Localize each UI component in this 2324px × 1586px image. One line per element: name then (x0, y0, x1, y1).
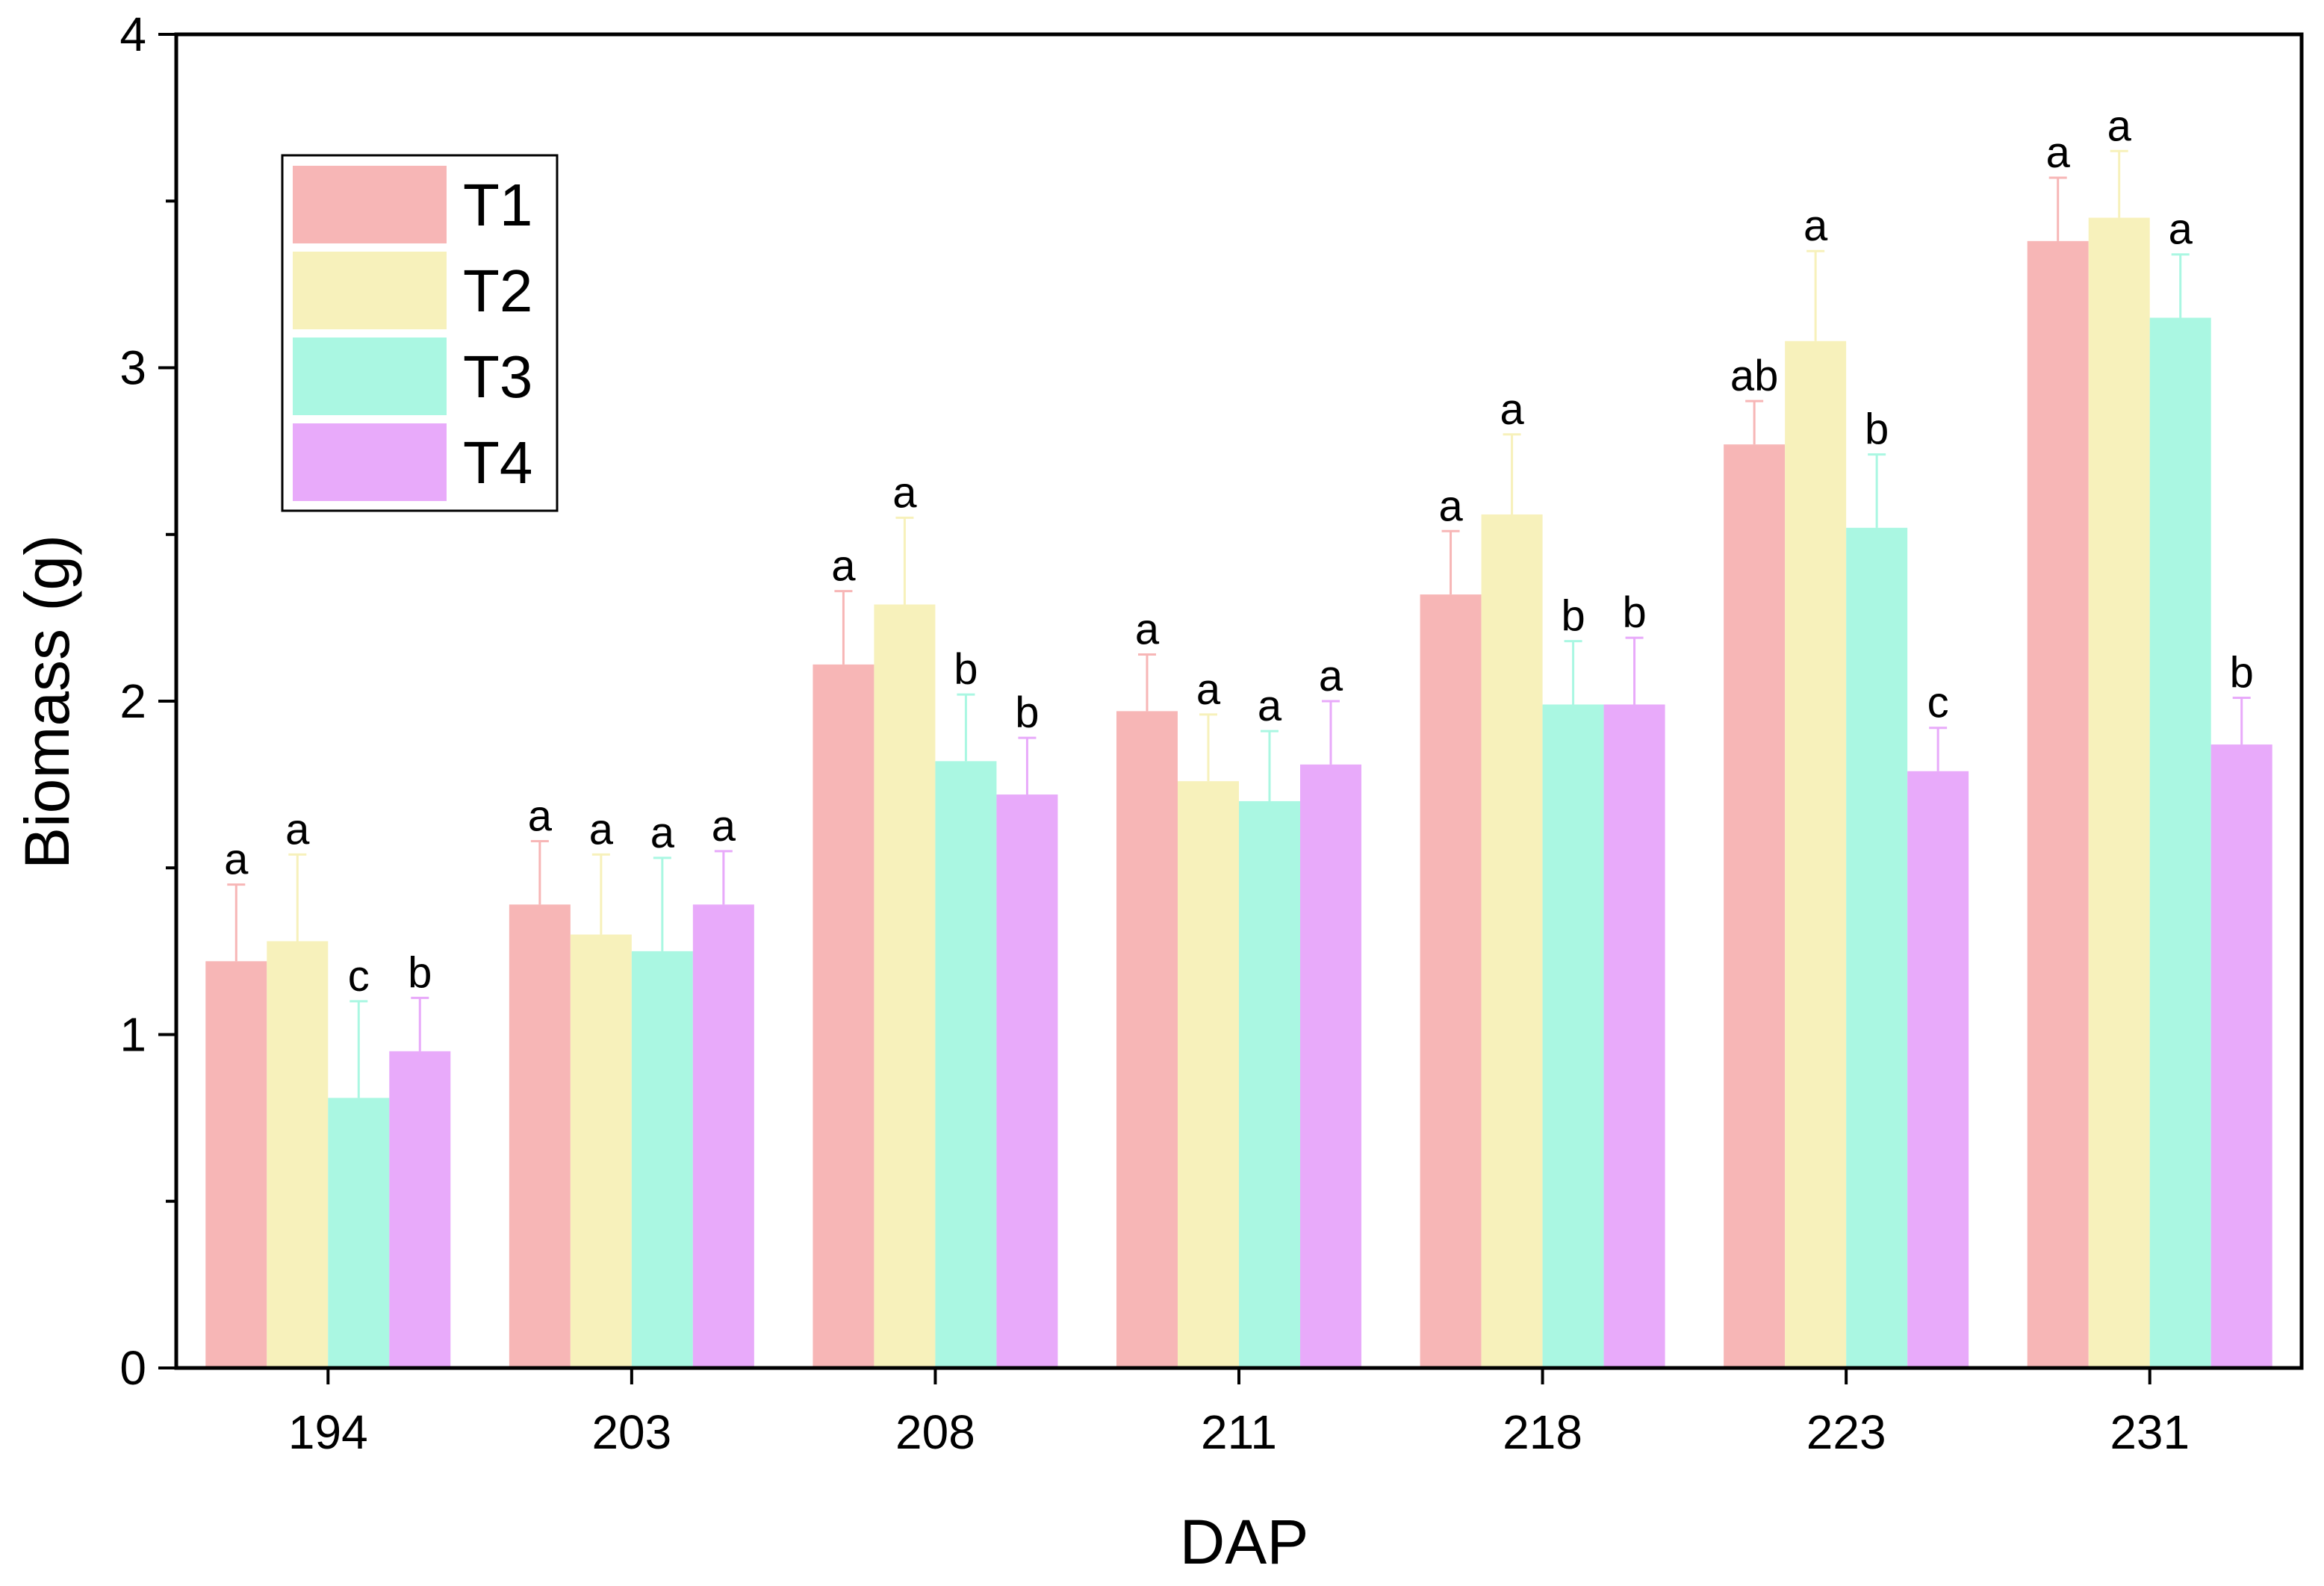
y-ticks-layer: 0 1 2 3 4 (119, 7, 176, 1395)
sig-letter-t4-208: b (1015, 688, 1039, 737)
legend-label-t3: T3 (463, 343, 532, 410)
bar-t3-208 (935, 761, 997, 1368)
sig-letter-t2-208: a (892, 468, 917, 517)
bar-t3-203 (631, 951, 693, 1368)
sig-letter-t3-231: a (2169, 205, 2193, 254)
bars-layer (205, 217, 2272, 1369)
bar-t4-208 (996, 794, 1058, 1368)
bar-t2-194 (267, 941, 329, 1368)
y-tick-label-2: 2 (119, 674, 146, 728)
x-ticks-layer: 194 203 208 211 218 223 231 (288, 1368, 2190, 1459)
bar-t1-194 (205, 961, 267, 1368)
x-tick-label-223: 223 (1806, 1405, 1886, 1459)
sig-letter-t4-223: c (1927, 679, 1949, 727)
bar-t1-203 (509, 904, 571, 1368)
x-tick-label-194: 194 (288, 1405, 368, 1459)
sig-letter-t3-211: a (1258, 682, 1282, 730)
bar-t3-211 (1239, 800, 1300, 1368)
sig-letter-t2-231: a (2107, 102, 2132, 150)
legend-swatch-t4 (293, 423, 447, 501)
x-tick-label-211: 211 (1201, 1405, 1277, 1459)
sig-letter-t3-194: c (348, 952, 370, 1001)
bar-t4-218 (1603, 704, 1665, 1368)
sig-letter-t2-211: a (1196, 665, 1221, 714)
bar-t4-223 (1907, 771, 1969, 1368)
legend-label-t4: T4 (463, 429, 532, 496)
x-tick-label-231: 231 (2110, 1405, 2190, 1459)
x-tick-label-203: 203 (591, 1405, 671, 1459)
bar-t1-208 (813, 664, 874, 1368)
error-bars-layer (227, 149, 2251, 1098)
legend-swatch-t3 (293, 338, 447, 415)
sig-letter-t2-194: a (285, 805, 310, 853)
bar-t2-223 (1785, 340, 1847, 1368)
bar-t2-218 (1481, 514, 1543, 1369)
bar-t2-203 (570, 934, 632, 1368)
legend-swatch-t2 (293, 252, 447, 329)
y-tick-label-1: 1 (119, 1008, 146, 1062)
bar-t4-203 (692, 904, 754, 1368)
y-tick-label-0: 0 (119, 1341, 146, 1395)
legend-label-t1: T1 (463, 172, 532, 238)
sig-letter-t4-211: a (1319, 652, 1343, 700)
sig-letter-t4-203: a (712, 802, 736, 850)
sig-letter-t1-223: ab (1730, 352, 1779, 400)
y-axis-title: Biomass (g) (12, 535, 82, 869)
bar-t2-211 (1178, 781, 1239, 1368)
x-tick-label-208: 208 (895, 1405, 975, 1459)
bar-t4-194 (389, 1051, 451, 1368)
bar-t1-211 (1116, 711, 1178, 1368)
sig-letter-t2-218: a (1500, 385, 1524, 434)
x-tick-label-218: 218 (1503, 1405, 1582, 1459)
sig-letter-t3-203: a (650, 809, 675, 857)
sig-letter-t1-208: a (831, 542, 856, 591)
legend: T1 T2 T3 T4 (281, 154, 559, 512)
bar-t1-223 (1724, 444, 1786, 1368)
sig-letter-t3-208: b (954, 645, 978, 694)
bar-t2-208 (874, 604, 936, 1368)
bar-t1-218 (1420, 594, 1482, 1368)
legend-label-t2: T2 (463, 258, 532, 324)
x-axis-title: DAP (1180, 1507, 1309, 1577)
sig-letter-t1-218: a (1438, 482, 1463, 530)
y-tick-label-4: 4 (119, 7, 146, 61)
sig-letter-t1-211: a (1135, 605, 1160, 653)
bar-t1-231 (2027, 240, 2089, 1369)
sig-letter-t4-218: b (1622, 588, 1646, 637)
bar-t2-231 (2088, 217, 2150, 1369)
sig-letter-t4-231: b (2230, 649, 2254, 697)
sig-letter-t2-203: a (589, 805, 614, 853)
sig-letter-t3-223: b (1865, 405, 1889, 454)
legend-swatch-t1 (293, 166, 447, 243)
y-tick-label-3: 3 (119, 341, 146, 395)
bar-t4-211 (1300, 764, 1361, 1368)
bar-t4-231 (2210, 744, 2272, 1368)
sig-letter-t2-223: a (1803, 202, 1828, 250)
sig-letter-t1-203: a (528, 792, 553, 841)
bar-t3-218 (1542, 704, 1604, 1368)
sig-letter-t4-194: b (408, 948, 432, 997)
sig-letter-t1-231: a (2046, 128, 2071, 177)
bar-t3-194 (328, 1098, 390, 1368)
sig-letter-t3-218: b (1561, 592, 1585, 641)
bar-t3-231 (2149, 317, 2211, 1368)
sig-letter-t1-194: a (224, 836, 249, 884)
bar-t3-223 (1846, 527, 1908, 1368)
